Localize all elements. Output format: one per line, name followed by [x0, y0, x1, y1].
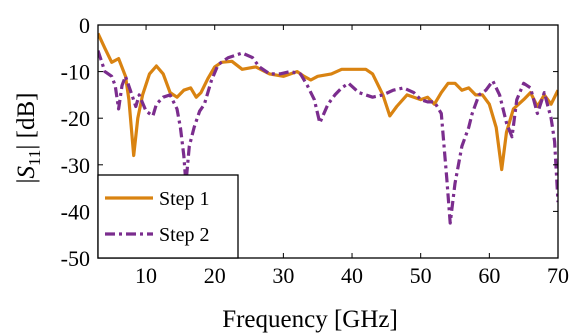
y-tick-label: -40	[61, 199, 90, 224]
y-tick-label: -10	[61, 60, 90, 85]
legend: Step 1 Step 2	[97, 174, 239, 259]
x-tick-label: 30	[272, 263, 294, 288]
x-tick-label: 50	[410, 263, 432, 288]
plot-frame	[97, 24, 559, 259]
x-axis-title: Frequency [GHz]	[222, 306, 398, 333]
y-tick-label: -50	[61, 246, 90, 271]
series-line-2	[98, 50, 558, 225]
x-tick-label: 20	[204, 263, 226, 288]
legend-label-1: Step 1	[159, 188, 210, 210]
legend-label-2: Step 2	[159, 224, 210, 246]
x-tick-label: 70	[547, 263, 569, 288]
y-tick-label: -30	[61, 153, 90, 178]
y-axis-title: |S11| [dB]	[13, 93, 44, 184]
y-tick-label: -20	[61, 106, 90, 131]
y-tick-label: 0	[79, 13, 90, 38]
x-tick-label: 40	[341, 263, 363, 288]
x-tick-label: 60	[478, 263, 500, 288]
legend-box	[97, 174, 239, 259]
x-tick-label: 10	[135, 263, 157, 288]
series-line-1	[98, 32, 558, 172]
